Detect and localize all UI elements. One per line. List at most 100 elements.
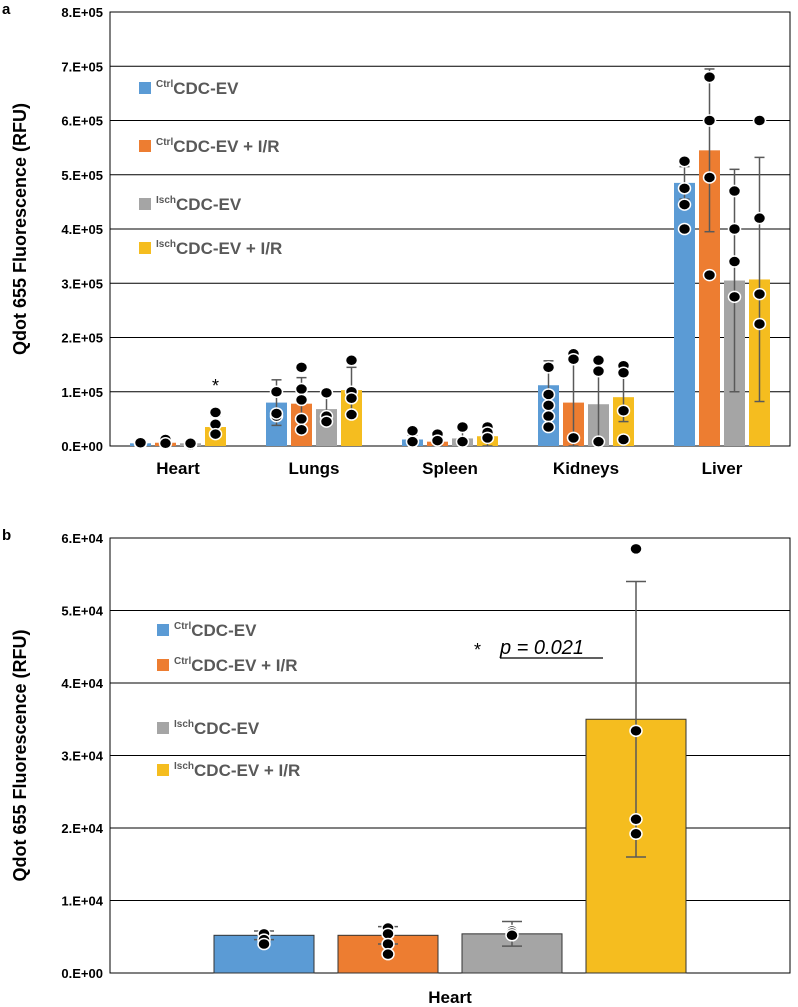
data-point — [344, 408, 359, 421]
legend-swatch — [157, 659, 169, 671]
legend-swatch — [139, 82, 151, 94]
legend-label: IschCDC-EV + I/R — [174, 761, 300, 780]
data-point — [294, 393, 309, 407]
y-tick-label: 1.E+05 — [61, 385, 103, 400]
legend-superscript: Ctrl — [156, 79, 173, 90]
x-category-label: Spleen — [422, 459, 478, 478]
bar — [699, 150, 720, 446]
legend-text: CDC-EV + I/R — [173, 137, 279, 156]
legend-superscript: Isch — [174, 761, 194, 772]
y-tick-label: 4.E+05 — [61, 222, 103, 237]
data-point — [269, 385, 284, 398]
panel-label: b — [2, 527, 11, 544]
y-tick-label: 6.E+05 — [61, 114, 103, 129]
data-point — [629, 813, 643, 826]
data-point — [541, 399, 556, 412]
data-point — [752, 317, 767, 331]
data-point — [727, 290, 742, 304]
plot-frame — [109, 11, 791, 447]
legend-superscript: Isch — [156, 195, 176, 206]
data-point — [541, 388, 556, 401]
legend-swatch — [157, 722, 169, 734]
x-category-label: Liver — [702, 459, 743, 478]
data-point — [702, 70, 717, 84]
panel-label: a — [2, 1, 11, 18]
y-tick-label: 1.E+04 — [61, 894, 103, 909]
data-point — [541, 409, 556, 423]
legend-swatch — [157, 624, 169, 636]
data-point — [133, 436, 148, 449]
data-point — [294, 423, 309, 436]
legend-item: IschCDC-EV + I/R — [157, 761, 300, 780]
x-category-label: Heart — [428, 988, 472, 1007]
data-point — [455, 435, 470, 448]
y-tick-label: 2.E+04 — [61, 821, 103, 836]
y-axis-label: Qdot 655 Fluorescence (RFU) — [10, 103, 30, 355]
y-tick-label: 5.E+04 — [61, 604, 103, 619]
data-point — [616, 433, 631, 446]
data-point — [319, 415, 334, 428]
legend-label: CtrlCDC-EV — [174, 621, 257, 640]
legend-item: CtrlCDC-EV — [157, 621, 257, 640]
data-point — [344, 354, 359, 367]
data-point — [727, 222, 742, 236]
data-point — [629, 724, 643, 738]
y-tick-label: 8.E+05 — [61, 5, 103, 20]
data-point — [702, 114, 717, 127]
legend-item: IschCDC-EV — [139, 195, 242, 214]
legend-label: IschCDC-EV — [156, 195, 242, 214]
y-tick-label: 0.E+00 — [61, 966, 103, 981]
p-value-label: p = 0.021 — [499, 637, 584, 659]
legend-text: CDC-EV — [194, 719, 260, 738]
data-point — [480, 431, 495, 445]
data-point — [381, 947, 395, 961]
legend-swatch — [139, 140, 151, 152]
data-point — [752, 114, 767, 127]
legend-item: IschCDC-EV — [157, 719, 260, 738]
data-point — [591, 364, 606, 378]
legend-superscript: Isch — [174, 719, 194, 730]
data-point — [405, 435, 420, 448]
data-point — [727, 255, 742, 268]
data-point — [381, 927, 395, 941]
significance-star: * — [212, 376, 219, 396]
significance-star: * — [474, 640, 481, 660]
data-point — [430, 434, 445, 447]
data-point — [294, 382, 309, 396]
data-point — [677, 182, 692, 195]
legend-label: IschCDC-EV + I/R — [156, 239, 282, 258]
legend-label: CtrlCDC-EV + I/R — [174, 656, 298, 675]
data-point — [752, 211, 767, 225]
data-point — [629, 827, 643, 841]
legend-text: CDC-EV — [191, 621, 257, 640]
legend-text: CDC-EV + I/R — [191, 656, 297, 675]
x-category-label: Lungs — [289, 459, 340, 478]
panel-b: 0.E+00 1.E+04 2.E+04 3.E+04 4.E+04 5.E+04 6.E+… — [2, 527, 791, 1007]
legend-superscript: Ctrl — [156, 137, 173, 148]
legend-item: CtrlCDC-EV + I/R — [139, 137, 280, 156]
data-point — [294, 412, 309, 426]
data-point — [591, 354, 606, 367]
data-point — [702, 268, 717, 282]
data-point — [183, 437, 198, 450]
legend-label: CtrlCDC-EV — [156, 79, 239, 98]
legend-swatch — [139, 242, 151, 254]
data-point — [257, 937, 271, 951]
y-tick-label: 3.E+05 — [61, 276, 103, 291]
legend-item: CtrlCDC-EV + I/R — [157, 656, 298, 675]
bar — [674, 182, 695, 446]
legend-item: CtrlCDC-EV — [139, 79, 239, 98]
data-point — [616, 404, 631, 417]
data-point — [541, 420, 556, 434]
y-tick-label: 0.E+00 — [61, 439, 103, 454]
data-point — [616, 366, 631, 380]
legend-superscript: Ctrl — [174, 656, 191, 667]
y-tick-label: 3.E+04 — [61, 749, 103, 764]
y-tick-label: 4.E+04 — [61, 676, 103, 691]
data-point — [344, 392, 359, 405]
data-point — [727, 184, 742, 198]
data-point — [541, 361, 556, 374]
data-point — [455, 420, 470, 434]
panel-a: 0.E+00 1.E+05 2.E+05 3.E+05 4.E+05 5.E+05 6.E+… — [2, 1, 791, 478]
